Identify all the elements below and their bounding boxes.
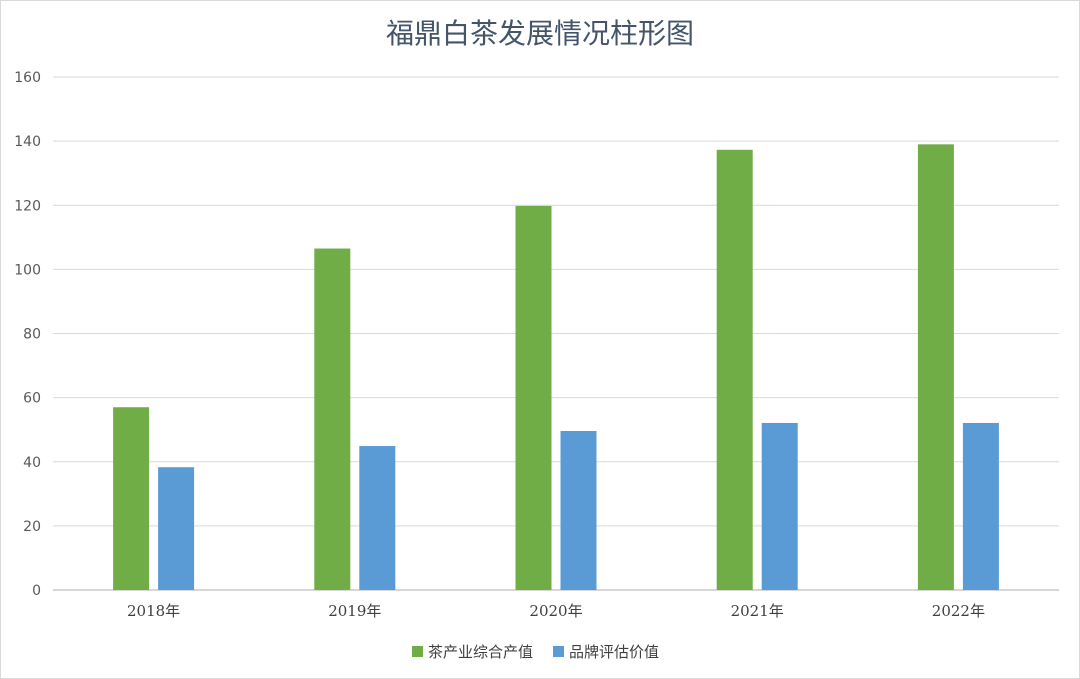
- gridlines: [53, 76, 1059, 591]
- legend-swatch: [412, 646, 423, 657]
- bar-industry-output-0: [113, 407, 150, 590]
- bar-brand-value-0: [158, 467, 195, 590]
- bar-industry-output-4: [917, 144, 954, 591]
- bar-industry-output-2: [515, 205, 552, 591]
- y-axis-tick-labels: 0 20 40 60 80 100 120 140 160: [14, 70, 41, 599]
- bars: [113, 144, 999, 591]
- y-tick-label: 100: [14, 262, 41, 278]
- chart-title: 福鼎白茶发展情况柱形图: [386, 17, 694, 50]
- legend-label: 茶产业综合产值: [428, 643, 533, 661]
- bar-brand-value-2: [560, 430, 597, 590]
- y-tick-label: 40: [23, 455, 41, 471]
- x-tick-label: 2019年: [328, 602, 381, 620]
- y-tick-label: 160: [14, 70, 41, 86]
- x-tick-label: 2018年: [127, 602, 180, 620]
- bar-brand-value-4: [962, 422, 999, 590]
- bar-industry-output-1: [314, 248, 351, 591]
- bar-brand-value-1: [359, 446, 396, 590]
- legend-label: 品牌评估价值: [569, 643, 659, 661]
- y-tick-label: 80: [23, 327, 41, 343]
- y-tick-label: 20: [23, 519, 41, 535]
- y-tick-label: 120: [14, 198, 41, 214]
- y-tick-label: 0: [32, 583, 41, 599]
- x-tick-label: 2020年: [529, 602, 582, 620]
- legend: 茶产业综合产值 品牌评估价值: [412, 643, 659, 661]
- y-tick-label: 60: [23, 391, 41, 407]
- x-tick-label: 2021年: [731, 602, 784, 620]
- y-tick-label: 140: [14, 134, 41, 150]
- bar-brand-value-3: [761, 422, 798, 590]
- x-axis-tick-labels: 2018年 2019年 2020年 2021年 2022年: [127, 602, 985, 620]
- x-tick-label: 2022年: [932, 602, 985, 620]
- bar-industry-output-3: [716, 149, 753, 591]
- legend-swatch: [553, 646, 564, 657]
